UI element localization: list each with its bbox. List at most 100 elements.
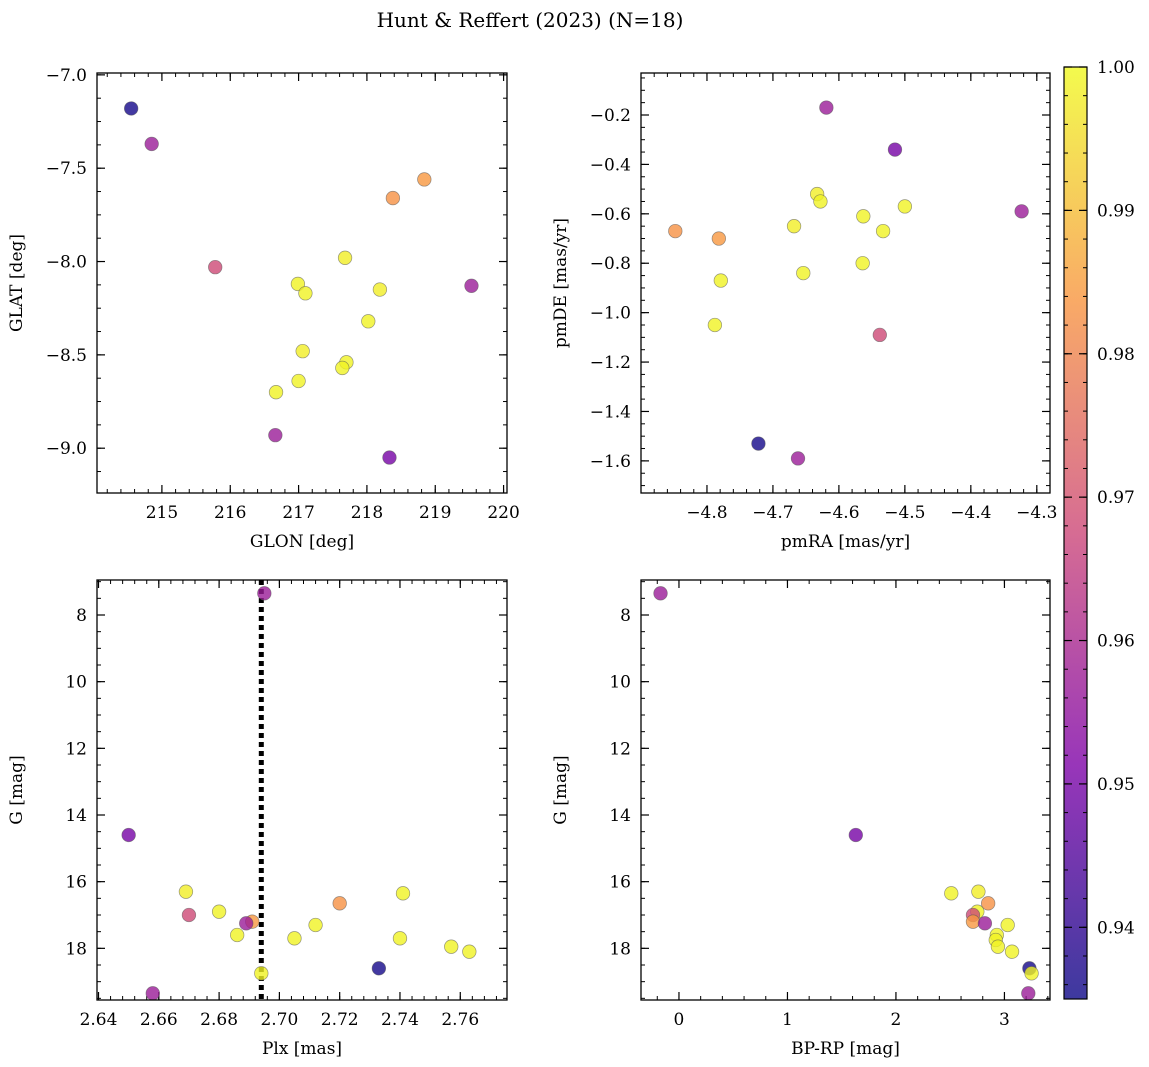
x-axis-label: Plx [mas] <box>262 1039 342 1059</box>
x-axis-label: GLON [deg] <box>250 532 354 552</box>
data-point <box>897 199 913 214</box>
data-point <box>653 586 668 601</box>
y-tick-label: 16 <box>609 873 631 893</box>
data-point <box>668 223 683 239</box>
data-point <box>230 927 245 943</box>
data-point <box>268 427 283 443</box>
data-point <box>856 209 871 224</box>
data-point <box>385 190 401 206</box>
data-point <box>332 896 347 911</box>
y-tick-label: 12 <box>609 739 631 759</box>
data-point <box>462 944 477 959</box>
data-point <box>444 939 459 954</box>
y-tick-label: −1.4 <box>590 402 631 422</box>
data-point <box>124 101 139 116</box>
y-tick-label: −1.6 <box>590 452 631 472</box>
data-point <box>211 904 227 919</box>
y-axis-label: pmDE [mas/yr] <box>551 218 571 348</box>
panels: 215 216 217 218 219 220−7.0−7.5−8.0−8.5−9.0GL… <box>7 66 1057 1059</box>
data-point <box>965 914 981 929</box>
y-tick-label: −0.6 <box>590 205 631 225</box>
y-tick-label: −7.0 <box>46 66 87 86</box>
x-tick-label: 2.68 <box>200 1010 238 1030</box>
axes-frame <box>640 72 1051 494</box>
data-point <box>335 360 350 376</box>
colorbar-tick-label: 1.00 <box>1097 58 1135 78</box>
major-ticks <box>641 580 1050 1000</box>
x-tick-label: −4.3 <box>1016 503 1057 523</box>
data-point <box>145 986 160 1001</box>
colorbar-tick-label: 0.99 <box>1097 201 1135 221</box>
figure-title: Hunt & Reffert (2023) (N=18) <box>377 8 684 32</box>
x-tick-label: −4.6 <box>818 503 859 523</box>
y-tick-label: 18 <box>65 939 87 959</box>
data-point <box>239 916 254 931</box>
y-tick-label: 10 <box>65 673 87 693</box>
data-point <box>944 886 959 901</box>
data-point <box>751 436 766 451</box>
data-point <box>298 286 313 301</box>
axes-frame <box>96 579 508 1001</box>
data-point <box>291 373 306 389</box>
axes-frame <box>96 72 508 494</box>
data-point <box>181 907 197 923</box>
major-ticks <box>97 73 507 493</box>
x-axis-label: BP-RP [mag] <box>791 1039 900 1059</box>
panel-pmra-pmde: −4.8 −4.7 −4.6 −4.5 −4.4 −4.3 −0.2 −0.4 −0.6 −0.8… <box>551 72 1057 552</box>
colorbar-tick-label: 0.96 <box>1097 632 1135 652</box>
major-ticks <box>641 73 1050 493</box>
data-point <box>786 219 802 234</box>
data-point <box>977 916 993 931</box>
colorbar-tick-label: 0.97 <box>1097 488 1135 508</box>
x-tick-label: −4.4 <box>950 503 991 523</box>
x-tick-label: 2.76 <box>441 1010 479 1030</box>
data-point <box>819 100 834 115</box>
scatter-points <box>668 100 1029 466</box>
panel-glon-glat: 215 216 217 218 219 220 −7.0 −7.5 −8.0 −8.5 −9.0 GL… <box>7 66 520 552</box>
data-point <box>371 961 387 976</box>
data-point <box>707 317 723 333</box>
axes-frame <box>640 579 1051 1001</box>
data-point <box>711 231 726 246</box>
x-tick-label: 2.66 <box>140 1010 178 1030</box>
x-tick-label: 1 <box>782 1010 793 1030</box>
data-point <box>872 327 887 343</box>
scatter-points <box>124 101 479 465</box>
y-tick-label: 14 <box>65 806 87 826</box>
y-tick-label: 14 <box>609 806 631 826</box>
data-point <box>1021 986 1036 1001</box>
x-tick-label: 3 <box>999 1010 1010 1030</box>
data-point <box>257 586 272 601</box>
scatter-points <box>121 586 477 1001</box>
x-tick-label: −4.8 <box>686 503 727 523</box>
y-tick-label: 12 <box>65 739 87 759</box>
data-point <box>875 223 891 239</box>
y-axis-label: G [mag] <box>7 755 27 824</box>
data-point <box>337 250 353 265</box>
data-point <box>887 142 903 157</box>
x-tick-label: 218 <box>351 503 383 523</box>
scatter-points <box>653 586 1039 1001</box>
y-tick-label: 10 <box>609 673 631 693</box>
x-tick-label: 2.74 <box>381 1010 419 1030</box>
data-point <box>372 282 388 297</box>
y-tick-label: −1.2 <box>590 353 631 373</box>
data-point <box>382 450 397 465</box>
colorbar-tick-label: 0.94 <box>1097 918 1135 938</box>
x-tick-label: −4.5 <box>884 503 925 523</box>
x-tick-label: 2.70 <box>260 1010 298 1030</box>
data-point <box>1024 966 1039 981</box>
data-point <box>290 276 306 292</box>
data-point <box>287 931 302 946</box>
x-tick-label: 220 <box>487 503 519 523</box>
data-point <box>392 931 408 946</box>
x-axis-label: pmRA [mas/yr] <box>781 532 910 552</box>
data-point <box>178 884 194 899</box>
data-point <box>295 343 310 359</box>
data-point <box>971 884 986 899</box>
y-tick-label: −8.5 <box>46 346 87 366</box>
colorbar: 0.94 0.95 0.96 0.97 0.98 0.99 1.00 <box>1063 58 1135 1000</box>
colorbar-tick-label: 0.95 <box>1097 775 1135 795</box>
y-tick-label: −0.8 <box>590 254 631 274</box>
